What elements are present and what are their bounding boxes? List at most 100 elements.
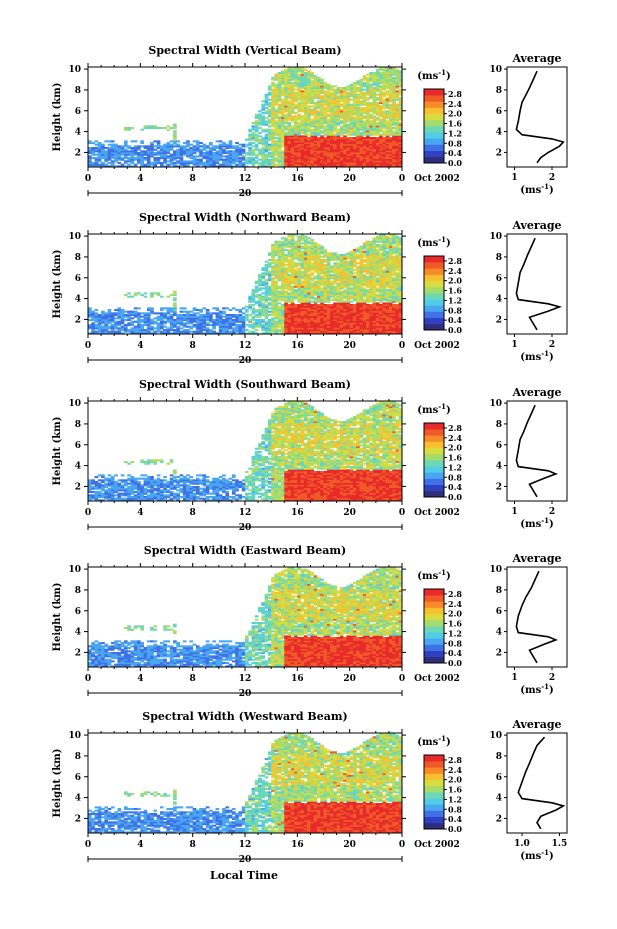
heatmap-cell (339, 138, 344, 141)
heatmap-cell (104, 314, 109, 317)
heatmap-cell (205, 150, 210, 153)
heatmap-cell (313, 123, 318, 126)
heatmap-cell (316, 87, 321, 90)
heatmap-cell (209, 312, 213, 315)
heatmap-cell (127, 145, 131, 148)
heatmap-cell (212, 153, 216, 156)
heatmap-cell (333, 118, 337, 121)
heatmap-cell (359, 82, 364, 85)
heatmap-cell (336, 98, 341, 101)
heatmap-cell (313, 280, 318, 283)
heatmap-cell (388, 138, 393, 141)
heatmap-cell (267, 92, 272, 95)
heatmap-cell (336, 158, 341, 161)
heatmap-cell (140, 312, 144, 315)
heatmap-cell (310, 162, 315, 165)
heatmap-cell (215, 157, 220, 160)
heatmap-cell (382, 110, 387, 113)
heatmap-cell (359, 120, 364, 123)
heatmap-cell (336, 145, 341, 148)
heatmap-cell (310, 102, 315, 105)
heatmap-cell (385, 145, 390, 148)
heatmap-cell (258, 123, 262, 126)
heatmap-cell (192, 158, 197, 161)
heatmap-cell (189, 314, 194, 317)
heatmap-cell (271, 117, 275, 120)
heatmap-cell (326, 140, 331, 143)
heatmap-cell (333, 140, 337, 143)
heatmap-cell (94, 317, 99, 320)
heatmap-cell (382, 115, 387, 118)
heatmap-cell (349, 113, 354, 116)
heatmap-cell (101, 310, 105, 313)
heatmap-cell (356, 133, 360, 136)
heatmap-cell (261, 123, 266, 126)
heatmap-cell (359, 160, 364, 163)
heatmap-cell (267, 160, 272, 163)
heatmap-cell (372, 100, 377, 103)
heatmap-cell (127, 310, 131, 313)
heatmap-cell (310, 138, 315, 141)
heatmap-cell (166, 145, 171, 148)
colorbar-frame (423, 88, 445, 164)
heatmap-cell (352, 137, 357, 140)
heatmap-cell (280, 80, 285, 83)
heatmap-cell (130, 317, 135, 320)
heatmap-cell (310, 150, 315, 153)
heatmap-cell (366, 138, 370, 141)
heatmap-cell (166, 142, 171, 145)
heatmap-cell (316, 93, 321, 96)
heatmap-cell (192, 147, 197, 150)
heatmap-cell (228, 152, 233, 155)
heatmap-cell (228, 165, 233, 168)
heatmap-cell (349, 95, 354, 98)
heatmap-cell (369, 113, 373, 116)
heatmap-cell (130, 140, 135, 143)
heatmap-cell (182, 153, 187, 156)
heatmap-cell (258, 115, 262, 118)
heatmap-cell (356, 95, 360, 98)
heatmap-cell (271, 160, 275, 163)
heatmap-cell (140, 160, 144, 163)
heatmap-cell (303, 108, 308, 111)
heatmap-cell (395, 123, 400, 126)
heatmap-cell (297, 70, 301, 73)
heatmap-cell (274, 128, 279, 131)
heatmap-cell (271, 95, 275, 98)
heatmap-cell (159, 148, 164, 151)
heatmap-cell (267, 297, 272, 300)
heatmap-cell (349, 128, 354, 131)
heatmap-cell (388, 97, 393, 100)
heatmap-cell (369, 123, 373, 126)
heatmap-cell (104, 330, 109, 333)
heatmap-cell (241, 163, 246, 166)
heatmap-cell (290, 88, 295, 91)
heatmap-cell (307, 127, 311, 130)
heatmap-cell (140, 327, 144, 330)
heatmap-cell (258, 138, 262, 141)
heatmap-cell (159, 324, 164, 327)
heatmap-cell (274, 78, 279, 81)
heatmap-cell (297, 110, 301, 113)
heatmap-cell (388, 78, 393, 81)
heatmap-cell (91, 165, 95, 168)
heatmap-cell (173, 125, 177, 128)
heatmap-cell (123, 160, 128, 163)
heatmap-cell (300, 142, 305, 145)
heatmap-cell (313, 242, 318, 245)
heatmap-cell (385, 82, 390, 85)
heatmap-cell (137, 329, 141, 332)
heatmap-cell (274, 123, 279, 126)
heatmap-cell (101, 319, 105, 322)
heatmap-cell (212, 163, 216, 166)
heatmap-cell (346, 85, 351, 88)
heatmap-cell (356, 165, 360, 168)
heatmap-cell (264, 122, 269, 125)
heatmap-cell (192, 150, 197, 153)
heatmap-cell (385, 147, 390, 150)
heatmap-cell (169, 147, 174, 150)
heatmap-cell (277, 145, 282, 148)
heatmap-cell (388, 133, 393, 136)
heatmap-cell (388, 73, 393, 76)
heatmap-cell (280, 140, 285, 143)
